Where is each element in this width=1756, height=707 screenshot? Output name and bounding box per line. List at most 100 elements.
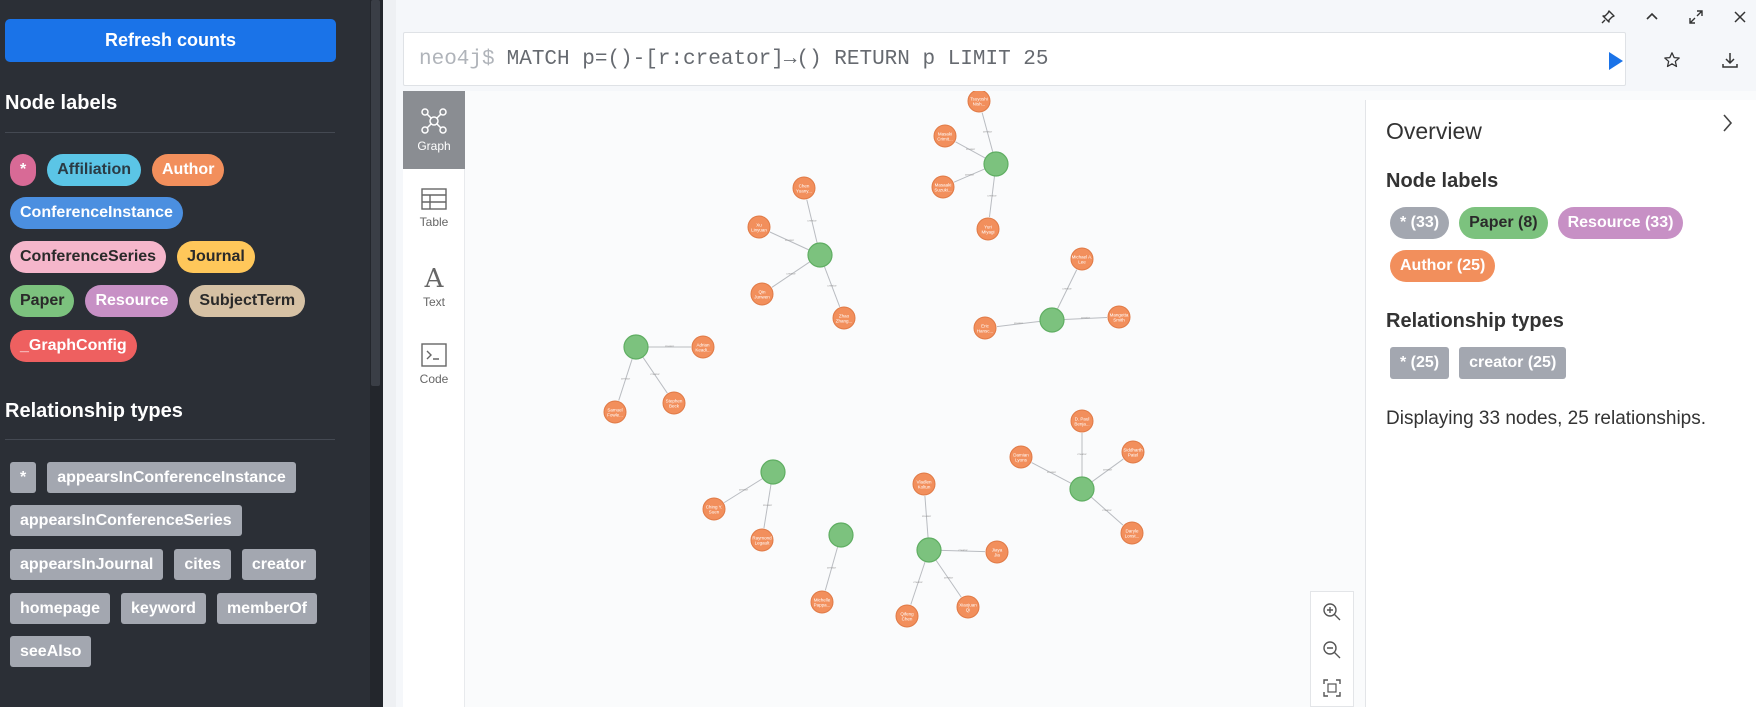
author-node-circle[interactable] <box>662 391 686 415</box>
author-node[interactable]: Eric Hansc... <box>973 316 997 340</box>
author-node-circle[interactable] <box>1107 305 1131 329</box>
author-node[interactable]: D. Paul Benja... <box>1070 409 1094 433</box>
author-node[interactable]: Damian Lyons <box>1009 445 1033 469</box>
paper-node[interactable] <box>983 151 1009 177</box>
author-node[interactable]: Stephen Beck <box>662 391 686 415</box>
creator-relationship[interactable] <box>824 546 839 591</box>
zoom-out-icon[interactable] <box>1322 640 1342 660</box>
author-node[interactable]: Qin Junwen <box>750 282 774 306</box>
author-node-circle[interactable] <box>895 604 919 628</box>
author-node-circle[interactable] <box>1009 445 1033 469</box>
paper-node[interactable] <box>1039 307 1065 333</box>
author-node-circle[interactable] <box>912 472 936 496</box>
author-node-circle[interactable] <box>810 590 834 614</box>
author-node[interactable]: Adrian Keadi... <box>691 335 715 359</box>
author-node-circle[interactable] <box>747 215 771 239</box>
graph-canvas[interactable]: creator creator creator creator creator creat… <box>465 91 1369 707</box>
node-label-chip-affiliation[interactable]: Affiliation <box>47 154 141 186</box>
sidebar-scrollbar[interactable] <box>370 0 383 707</box>
author-node-circle[interactable] <box>792 176 816 200</box>
creator-relationship[interactable] <box>1090 496 1124 526</box>
paper-node[interactable] <box>623 334 649 360</box>
rel-type-chip-appearsinjournal[interactable]: appearsInJournal <box>10 549 164 580</box>
author-node[interactable]: Qifeng Chen <box>895 604 919 628</box>
rel-type-chip-homepage[interactable]: homepage <box>10 593 111 624</box>
query-text[interactable]: MATCH p=()-[r:creator]→() RETURN p LIMIT… <box>506 47 1049 71</box>
node-label-chip-conferenceseries[interactable]: ConferenceSeries <box>10 241 167 273</box>
rel-type-chip-keyword[interactable]: keyword <box>121 593 206 624</box>
node-label-chip-paper[interactable]: Paper <box>10 285 75 317</box>
author-node-circle[interactable] <box>691 335 715 359</box>
creator-relationship[interactable] <box>953 168 986 183</box>
author-node-circle[interactable] <box>750 282 774 306</box>
paper-node[interactable] <box>1069 476 1095 502</box>
node-label-chip-graphconfig[interactable]: _GraphConfig <box>10 330 137 362</box>
creator-relationship[interactable] <box>1056 269 1078 310</box>
author-node-circle[interactable] <box>750 528 774 552</box>
tab-text[interactable]: A Text <box>403 247 465 325</box>
creator-relationship[interactable] <box>1031 462 1072 484</box>
close-icon[interactable] <box>1729 6 1751 28</box>
author-node[interactable]: Yuri Miyagi <box>976 217 1000 241</box>
author-node-circle[interactable] <box>976 217 1000 241</box>
author-node-circle[interactable] <box>603 400 627 424</box>
creator-relationship[interactable] <box>981 112 994 153</box>
author-node[interactable]: Zhao Zhang... <box>832 306 856 330</box>
creator-relationship[interactable] <box>955 141 986 159</box>
overview-chip-resource[interactable]: Resource (33) <box>1557 207 1684 239</box>
author-node[interactable]: Xu Linyuan <box>747 215 771 239</box>
download-button[interactable] <box>1718 48 1742 72</box>
author-node[interactable]: Siddharth Patel <box>1121 440 1145 464</box>
node-label-chip-subjectterm[interactable]: SubjectTerm <box>189 285 306 317</box>
author-node[interactable]: Chen Yuany... <box>792 176 816 200</box>
author-node-circle[interactable] <box>933 124 957 148</box>
author-node[interactable]: Michelle Pappa... <box>810 590 834 614</box>
collapse-icon[interactable] <box>1641 6 1663 28</box>
author-node[interactable]: Vladlen Koltun <box>912 472 936 496</box>
author-node[interactable]: Samuel Fowle... <box>603 400 627 424</box>
rel-type-chip-memberof[interactable]: memberOf <box>216 593 317 624</box>
rel-type-chip-cites[interactable]: cites <box>174 549 231 580</box>
creator-relationship[interactable] <box>823 266 841 307</box>
refresh-counts-button[interactable]: Refresh counts <box>5 19 336 62</box>
paper-node[interactable] <box>916 537 942 563</box>
overview-chip-paper[interactable]: Paper (8) <box>1459 207 1548 239</box>
author-node-circle[interactable] <box>1070 409 1094 433</box>
creator-relationship[interactable] <box>996 320 1041 328</box>
author-node-circle[interactable] <box>1120 521 1144 545</box>
query-editor[interactable]: neo4j$ MATCH p=()-[r:creator]→() RETURN … <box>403 32 1626 86</box>
node-label-chip-resource[interactable]: Resource <box>85 285 179 317</box>
author-node[interactable]: Jiaya Jia <box>985 540 1009 564</box>
author-node-circle[interactable] <box>967 91 991 113</box>
author-node-circle[interactable] <box>956 595 980 619</box>
author-node-circle[interactable] <box>832 306 856 330</box>
creator-relationship[interactable] <box>988 175 996 218</box>
creator-relationship[interactable] <box>1091 458 1124 483</box>
node-label-chip-journal[interactable]: Journal <box>177 241 255 273</box>
fit-to-screen-icon[interactable] <box>1322 678 1342 698</box>
rel-type-chip-appearsinconferenceseries[interactable]: appearsInConferenceSeries <box>10 505 242 536</box>
author-node-circle[interactable] <box>985 540 1009 564</box>
node-label-chip-author[interactable]: Author <box>152 154 225 186</box>
author-node-circle[interactable] <box>1070 247 1094 271</box>
paper-node[interactable] <box>828 522 854 548</box>
creator-relationship[interactable] <box>1063 317 1108 320</box>
tab-code[interactable]: Code <box>403 325 465 403</box>
node-label-chip-all[interactable]: * <box>10 154 37 186</box>
zoom-in-icon[interactable] <box>1322 602 1342 622</box>
creator-relationship[interactable] <box>618 358 633 401</box>
creator-relationship[interactable] <box>806 199 818 244</box>
favorite-button[interactable] <box>1660 48 1684 72</box>
author-node[interactable]: Michael A. Lee <box>1070 247 1094 271</box>
creator-relationship[interactable] <box>935 559 962 598</box>
paper-node[interactable] <box>807 242 833 268</box>
rel-type-chip-seealso[interactable]: seeAlso <box>10 636 92 667</box>
run-query-button[interactable] <box>1604 50 1626 72</box>
author-node[interactable]: Ching Y. Suen <box>702 497 726 521</box>
author-node[interactable]: Mangetta Smith <box>1107 305 1131 329</box>
overview-chip-all[interactable]: * (33) <box>1390 207 1450 239</box>
overview-rel-chip-creator[interactable]: creator (25) <box>1459 347 1567 379</box>
rel-type-chip-creator[interactable]: creator <box>241 549 317 580</box>
author-node-circle[interactable] <box>931 175 955 199</box>
creator-relationship[interactable] <box>642 356 668 394</box>
